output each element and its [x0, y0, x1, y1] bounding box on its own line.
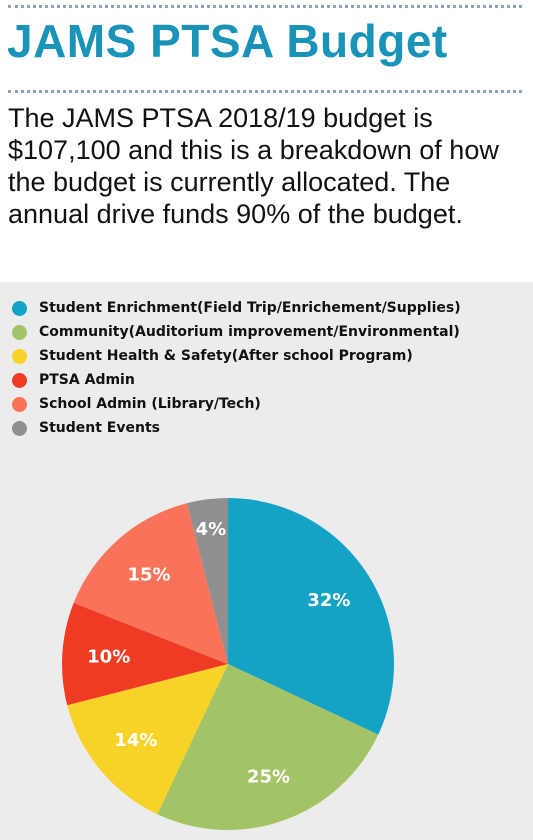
legend-swatch — [12, 372, 27, 388]
slice-label: 32% — [307, 590, 350, 611]
legend-swatch — [12, 396, 27, 412]
legend-label: PTSA Admin — [39, 372, 135, 388]
legend-swatch — [12, 300, 27, 316]
legend-swatch — [12, 324, 27, 340]
legend-item: Student Events — [12, 416, 461, 440]
pie-slice — [73, 503, 228, 664]
slice-label: 25% — [247, 767, 290, 788]
legend-item: School Admin (Library/Tech) — [12, 392, 461, 416]
legend-label: Community(Auditorium improvement/Environ… — [39, 324, 460, 340]
pie-chart: 32% 25% 14% 10% 15% 4% — [62, 498, 394, 830]
legend-label: Student Events — [39, 420, 160, 436]
slice-label: 15% — [127, 564, 170, 585]
top-dotted-rule — [8, 5, 522, 8]
page-title: JAMS PTSA Budget — [7, 15, 448, 67]
legend-swatch — [12, 420, 27, 436]
pie-slice — [157, 664, 379, 830]
pie-slice — [186, 498, 228, 664]
legend-swatch — [12, 348, 27, 364]
pie-slice — [62, 602, 229, 706]
legend-label: Student Health & Safety(After school Pro… — [39, 348, 413, 364]
title-dotted-rule — [8, 90, 522, 93]
legend-label: School Admin (Library/Tech) — [39, 396, 261, 412]
slice-label: 14% — [114, 730, 157, 751]
slice-label: 4% — [196, 519, 227, 540]
slice-label: 10% — [87, 647, 130, 668]
legend-item: PTSA Admin — [12, 368, 461, 392]
pie-slice — [67, 664, 228, 815]
legend-item: Student Enrichment(Field Trip/Enrichemen… — [12, 296, 461, 320]
pie-slice — [228, 498, 394, 735]
legend-label: Student Enrichment(Field Trip/Enrichemen… — [39, 300, 461, 316]
chart-legend: Student Enrichment(Field Trip/Enrichemen… — [12, 296, 461, 440]
intro-text: The JAMS PTSA 2018/19 budget is $107,100… — [8, 103, 499, 229]
chart-panel: Student Enrichment(Field Trip/Enrichemen… — [0, 282, 533, 840]
legend-item: Student Health & Safety(After school Pro… — [12, 344, 461, 368]
legend-item: Community(Auditorium improvement/Environ… — [12, 320, 461, 344]
